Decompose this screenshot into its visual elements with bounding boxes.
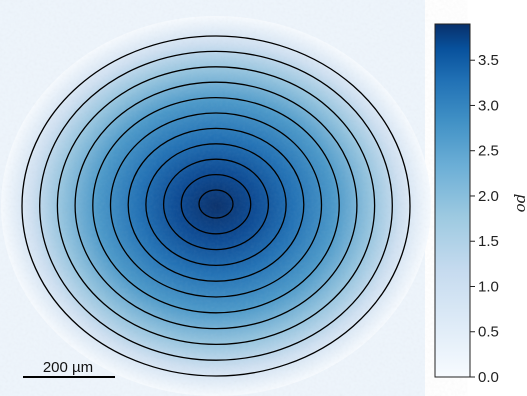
contour-ring bbox=[180, 173, 252, 235]
colorbar-tick-label: 0.0 bbox=[478, 369, 499, 386]
contour-ring bbox=[21, 35, 411, 377]
contour-ring bbox=[127, 127, 305, 282]
colorbar-tick-label: 2.0 bbox=[478, 188, 499, 205]
colorbar-tick-label: 2.5 bbox=[478, 143, 499, 160]
colorbar-ticks: 0.0 0.5 1.0 1.5 2.0 2.5 3.0 3.5 bbox=[470, 52, 499, 386]
contour-ring bbox=[39, 50, 393, 361]
colorbar-tick-label: 3.5 bbox=[478, 52, 499, 69]
colorbar-label: od bbox=[511, 194, 527, 213]
contour-lines bbox=[21, 35, 411, 377]
colorbar-gradient bbox=[434, 23, 471, 378]
contour-ring bbox=[145, 143, 287, 267]
colorbar-tick-label: 0.5 bbox=[478, 324, 499, 341]
scale-bar-label: 200 µm bbox=[43, 359, 93, 376]
contour-ring bbox=[109, 112, 323, 298]
image-noise bbox=[0, 0, 425, 396]
absorption-image bbox=[0, 0, 431, 396]
colorbar-tick-label: 1.5 bbox=[478, 233, 499, 250]
colorbar-tick-label: 1.0 bbox=[478, 278, 499, 295]
scale-bar: 200 µm bbox=[23, 359, 115, 378]
contour-ring bbox=[56, 66, 376, 346]
contour-ring bbox=[92, 96, 340, 314]
contour-ring bbox=[74, 81, 358, 330]
colorbar: 0.0 0.5 1.0 1.5 2.0 2.5 3.0 3.5 od bbox=[434, 23, 527, 386]
contour-ring bbox=[162, 158, 270, 251]
colorbar-tick-label: 3.0 bbox=[478, 97, 499, 114]
contour-ring bbox=[198, 189, 234, 219]
